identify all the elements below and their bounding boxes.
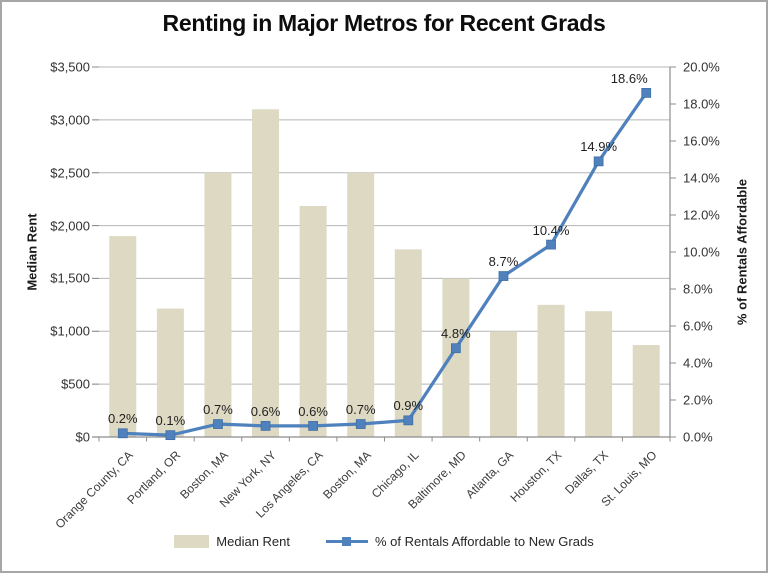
- left-axis-title: Median Rent: [24, 213, 40, 291]
- point-data-label: 10.4%: [532, 222, 570, 238]
- point-data-label: 0.7%: [203, 402, 233, 418]
- right-axis-tick-label: 0.0%: [683, 429, 713, 445]
- right-axis-tick-label: 16.0%: [683, 133, 720, 149]
- point-data-label: 14.9%: [580, 139, 618, 155]
- bar: [537, 304, 565, 437]
- legend-item-median-rent: Median Rent: [174, 534, 290, 549]
- left-axis-tick-label: $3,500: [50, 59, 90, 75]
- point-data-label: 0.7%: [345, 402, 376, 418]
- median-rent-swatch-icon: [174, 535, 210, 548]
- bar: [489, 331, 517, 437]
- point-data-label: 8.7%: [488, 254, 519, 270]
- bar: [585, 311, 613, 437]
- chart-legend: Median Rent % of Rentals Affordable to N…: [0, 534, 768, 549]
- legend-label-median-rent: Median Rent: [216, 534, 290, 549]
- legend-label-pct-affordable: % of Rentals Affordable to New Grads: [375, 534, 594, 549]
- point-data-label: 0.1%: [155, 413, 186, 429]
- line-point-marker: [403, 415, 414, 426]
- right-axis-tick-label: 8.0%: [683, 281, 713, 297]
- bar: [204, 172, 232, 437]
- left-axis-tick-label: $2,500: [50, 165, 90, 181]
- pct-affordable-line: [122, 91, 648, 437]
- right-axis-title: % of Rentals Affordable: [734, 178, 750, 326]
- point-data-label: 0.2%: [107, 411, 138, 427]
- line-point-marker: [451, 343, 461, 354]
- left-axis-tick-label: $0: [75, 429, 90, 445]
- bar: [347, 172, 375, 437]
- point-data-label: 0.9%: [393, 398, 424, 414]
- point-data-label: 4.8%: [441, 326, 471, 342]
- left-axis-tick-label: $500: [61, 376, 90, 392]
- left-axis-tick-label: $1,000: [50, 323, 90, 339]
- right-axis-tick-label: 20.0%: [683, 59, 720, 75]
- line-point-marker: [593, 156, 604, 167]
- left-axis-tick-label: $1,500: [50, 270, 90, 286]
- line-point-marker: [213, 419, 223, 429]
- bar: [156, 308, 184, 437]
- point-data-label: 0.6%: [298, 403, 328, 419]
- line-point-marker: [546, 239, 556, 250]
- point-data-label: 0.6%: [250, 403, 281, 419]
- legend-item-pct-affordable: % of Rentals Affordable to New Grads: [326, 534, 594, 549]
- line-point-marker: [355, 419, 366, 429]
- point-data-label: 18.6%: [610, 70, 648, 86]
- bar: [632, 345, 660, 437]
- bar: [442, 278, 470, 437]
- right-axis-tick-label: 2.0%: [683, 392, 713, 408]
- right-axis-tick-label: 4.0%: [683, 355, 713, 371]
- right-axis-tick-label: 14.0%: [683, 170, 720, 186]
- line-point-marker: [498, 271, 509, 281]
- line-point-marker: [260, 421, 271, 431]
- right-axis-tick-label: 6.0%: [683, 318, 713, 334]
- left-axis-tick-label: $3,000: [50, 112, 90, 128]
- left-axis-tick-label: $2,000: [50, 218, 90, 234]
- line-point-marker: [117, 428, 128, 439]
- line-point-marker: [308, 421, 318, 431]
- line-point-marker: [641, 88, 652, 98]
- right-axis-tick-label: 18.0%: [683, 96, 720, 112]
- bar: [252, 109, 280, 438]
- line-point-marker: [165, 430, 176, 441]
- chart-title: Renting in Major Metros for Recent Grads: [162, 10, 606, 36]
- bar: [109, 236, 137, 437]
- pct-affordable-line-icon: [326, 536, 368, 547]
- bar: [299, 206, 327, 437]
- right-axis-tick-label: 10.0%: [683, 244, 720, 260]
- right-axis-tick-label: 12.0%: [683, 207, 720, 223]
